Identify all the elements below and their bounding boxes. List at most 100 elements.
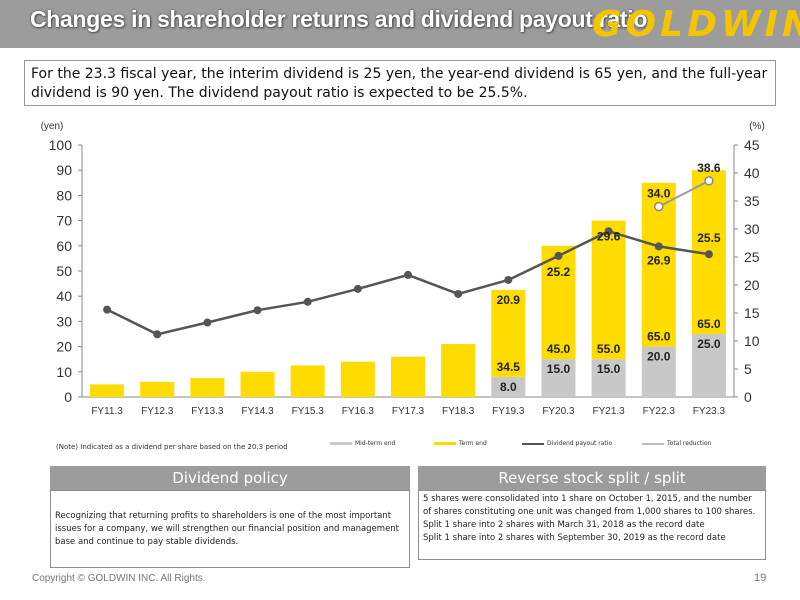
chart-note: (Note) Indicated as a dividend per share… <box>56 443 288 451</box>
data-label-total-reduction: 38.6 <box>697 161 721 175</box>
legend-swatch-payout <box>522 442 544 445</box>
payout-ratio-point <box>303 297 312 306</box>
y-tick-left: 20 <box>56 339 72 355</box>
data-label-term-end: 65.0 <box>647 330 671 344</box>
y-tick-left: 10 <box>56 364 72 380</box>
y-tick-left: 0 <box>64 389 72 405</box>
legend-label-total-reduction: Total reduction <box>667 440 712 447</box>
payout-ratio-point <box>704 250 713 259</box>
x-tick-label: FY16.3 <box>342 406 375 417</box>
data-label-term-end: 34.5 <box>497 360 521 374</box>
page-title: Changes in shareholder returns and divid… <box>30 6 648 32</box>
x-tick-label: FY13.3 <box>191 406 224 417</box>
payout-ratio-point <box>604 227 613 236</box>
data-label-payout: 25.2 <box>547 265 571 279</box>
legend-mid-term: Mid-term end <box>330 440 395 447</box>
y-tick-right: 35 <box>744 193 760 209</box>
y-tick-left: 40 <box>56 288 72 304</box>
page-number: 19 <box>754 572 767 584</box>
split-line: Split 1 share into 2 shares with March 3… <box>423 520 705 530</box>
bar-term-end <box>391 356 425 397</box>
header-bar: Changes in shareholder returns and divid… <box>0 0 800 48</box>
legend-label-payout: Dividend payout ratio <box>547 440 613 447</box>
bar-term-end <box>140 381 175 397</box>
x-tick-label: FY19.3 <box>492 406 525 417</box>
split-panel: 5 shares were consolidated into 1 share … <box>418 490 766 560</box>
y-tick-right: 45 <box>744 137 760 153</box>
bar-mid-term <box>691 334 726 397</box>
total-reduction-point <box>704 176 714 186</box>
payout-ratio-point <box>353 284 362 293</box>
payout-ratio-point <box>454 289 463 298</box>
y-axis-left-label: (yen) <box>41 121 64 132</box>
bar-mid-term <box>491 376 526 397</box>
legend-payout: Dividend payout ratio <box>522 440 612 447</box>
bar-term-end <box>541 245 576 360</box>
data-label-term-end: 55.0 <box>597 342 621 356</box>
y-tick-left: 90 <box>56 162 72 178</box>
x-tick-label: FY15.3 <box>292 406 325 417</box>
policy-panel: Recognizing that returning profits to sh… <box>50 490 410 568</box>
bar-term-end <box>491 289 526 377</box>
legend-label-mid-term: Mid-term end <box>355 440 396 447</box>
legend-swatch-total-reduction <box>642 442 664 445</box>
x-tick-label: FY21.3 <box>592 406 625 417</box>
payout-ratio-point <box>153 330 162 339</box>
bar-term-end <box>290 365 325 397</box>
y-tick-right: 15 <box>744 305 760 321</box>
legend-term-end: Term end <box>434 440 487 447</box>
bar-mid-term <box>591 359 626 397</box>
dividend-chart: (yen) (%) 0 10 20 30 40 50 60 70 80 90 100 0 5 10 15 20 25… <box>41 121 765 417</box>
legend-swatch-mid-term <box>330 442 352 445</box>
payout-ratio-point <box>253 306 262 315</box>
legend-label-term-end: Term end <box>459 440 487 447</box>
bar-mid-term <box>641 346 676 397</box>
y-tick-right: 10 <box>744 333 760 349</box>
policy-title: Dividend policy <box>50 466 410 490</box>
bar-term-end <box>240 371 275 397</box>
y-tick-right: 0 <box>744 389 752 405</box>
payout-ratio-point <box>654 242 663 251</box>
y-tick-right: 5 <box>744 361 752 377</box>
bar-term-end <box>90 384 125 397</box>
summary-box: For the 23.3 fiscal year, the interim di… <box>24 60 776 106</box>
x-tick-label: FY14.3 <box>241 406 274 417</box>
y-tick-left: 60 <box>56 238 72 254</box>
bar-term-end <box>340 361 375 397</box>
payout-ratio-point <box>103 305 112 314</box>
payout-ratio-point <box>203 318 212 327</box>
x-tick-label: FY11.3 <box>91 406 123 417</box>
y-tick-left: 50 <box>56 263 72 279</box>
x-tick-label: FY12.3 <box>141 406 174 417</box>
y-tick-left: 30 <box>56 313 72 329</box>
data-label-mid-term: 20.0 <box>647 350 671 364</box>
brand-logo: GOLDWIN <box>592 4 800 45</box>
y-tick-right: 40 <box>744 165 760 181</box>
y-tick-right: 20 <box>744 277 760 293</box>
bar-term-end <box>591 220 626 360</box>
y-tick-right: 25 <box>744 249 760 265</box>
split-title: Reverse stock split / split <box>418 466 766 490</box>
x-tick-label: FY17.3 <box>392 406 425 417</box>
legend-total-reduction: Total reduction <box>642 440 711 447</box>
data-label-mid-term: 15.0 <box>547 362 571 376</box>
policy-text: Recognizing that returning profits to sh… <box>55 510 400 547</box>
data-label-mid-term: 25.0 <box>697 337 721 351</box>
x-tick-label: FY23.3 <box>693 406 726 417</box>
data-label-payout: 26.9 <box>647 253 671 267</box>
data-label-mid-term: 15.0 <box>597 362 621 376</box>
bar-term-end <box>190 378 225 397</box>
payout-ratio-point <box>554 251 563 260</box>
x-tick-label: FY20.3 <box>542 406 575 417</box>
bar-term-end <box>441 344 476 397</box>
data-label-total-reduction: 34.0 <box>647 187 671 201</box>
data-label-payout: 25.5 <box>697 231 721 245</box>
data-label-payout: 20.9 <box>497 293 521 307</box>
payout-ratio-point <box>404 270 412 279</box>
bar-mid-term <box>541 359 576 397</box>
x-tick-label: FY18.3 <box>442 406 475 417</box>
y-tick-left: 100 <box>49 137 73 153</box>
y-axis-right-label: (%) <box>749 121 765 132</box>
y-tick-left: 70 <box>56 213 72 229</box>
total-reduction-point <box>654 201 664 212</box>
